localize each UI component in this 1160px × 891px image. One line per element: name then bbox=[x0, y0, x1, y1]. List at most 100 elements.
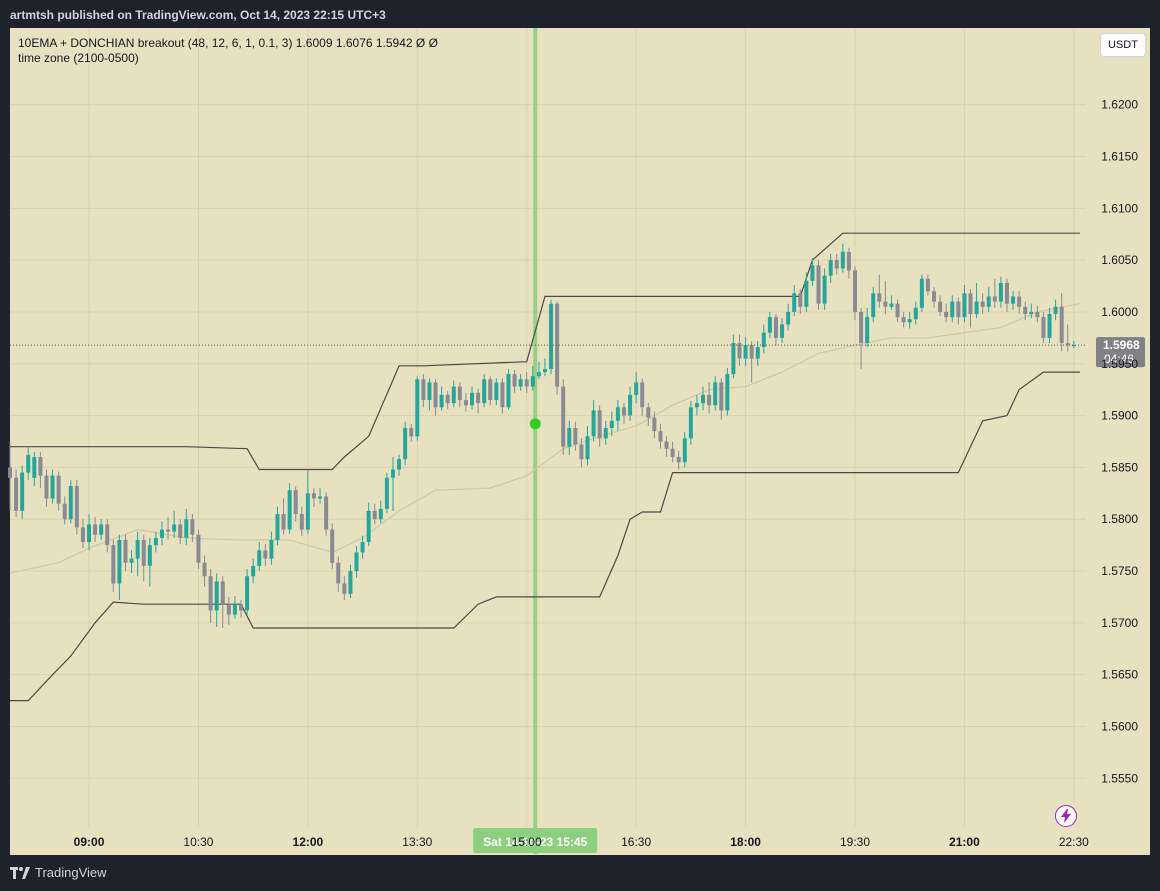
candle-body bbox=[99, 524, 104, 535]
y-tick-label: 1.5900 bbox=[1101, 409, 1138, 423]
candle-up bbox=[761, 324, 766, 354]
x-tick-label: 13:30 bbox=[402, 835, 432, 849]
candle-body bbox=[701, 394, 706, 404]
candle-body bbox=[992, 296, 997, 302]
candle-down bbox=[676, 450, 681, 470]
candle-down bbox=[1035, 305, 1040, 323]
candle-down bbox=[196, 529, 201, 569]
candle-body bbox=[1047, 314, 1052, 338]
chart-area[interactable] bbox=[10, 28, 1150, 855]
candle-body bbox=[950, 301, 955, 318]
candle-body bbox=[773, 317, 778, 338]
candle-body bbox=[105, 524, 110, 546]
candle-body bbox=[974, 301, 979, 315]
candle-up bbox=[549, 299, 554, 375]
candle-body bbox=[865, 317, 870, 344]
candle-up bbox=[615, 400, 620, 432]
candle-up bbox=[889, 295, 894, 310]
candle-up bbox=[998, 276, 1003, 308]
candle-body bbox=[737, 343, 742, 359]
candle-down bbox=[652, 411, 657, 439]
candle-up bbox=[950, 295, 955, 323]
candle-down bbox=[992, 278, 997, 308]
candle-down bbox=[62, 496, 67, 525]
candle-up bbox=[506, 368, 511, 410]
last-price-tag bbox=[1096, 337, 1145, 368]
candle-body bbox=[913, 307, 918, 320]
candle-body bbox=[573, 428, 578, 445]
candle-body bbox=[652, 417, 657, 432]
candle-down bbox=[293, 486, 298, 522]
candle-body bbox=[640, 382, 645, 408]
candle-body bbox=[184, 519, 189, 538]
candle-up bbox=[87, 514, 92, 551]
publish-header: artmtsh published on TradingView.com, Oc… bbox=[0, 0, 1160, 28]
x-tick-label: 16:30 bbox=[621, 835, 651, 849]
candle-body bbox=[944, 311, 949, 318]
candle-body bbox=[694, 403, 699, 408]
candle-body bbox=[457, 386, 462, 401]
grid bbox=[10, 28, 1086, 827]
candle-up bbox=[470, 386, 475, 410]
candle-down bbox=[226, 596, 231, 625]
candle-down bbox=[749, 340, 754, 383]
candle-up bbox=[780, 318, 785, 344]
candle-up bbox=[415, 376, 420, 441]
candle-body bbox=[275, 514, 280, 540]
candle-body bbox=[609, 420, 614, 429]
candle-up bbox=[634, 372, 639, 404]
candle-up bbox=[792, 285, 797, 317]
candle-down bbox=[202, 555, 207, 587]
candle-up bbox=[682, 432, 687, 468]
candle-body bbox=[445, 394, 450, 404]
study-legend-line[interactable]: 10EMA + DONCHIAN breakout (48, 12, 6, 1,… bbox=[18, 36, 438, 50]
candle-body bbox=[786, 311, 791, 325]
candle-down bbox=[8, 441, 12, 511]
candle-up bbox=[147, 537, 152, 587]
candle-body bbox=[50, 475, 55, 499]
candle-body bbox=[409, 428, 414, 437]
candle-body bbox=[895, 303, 900, 318]
lightning-bolt-icon[interactable] bbox=[1055, 805, 1077, 827]
candle-down bbox=[281, 498, 286, 535]
x-tick-label: 22:30 bbox=[1059, 835, 1089, 849]
candle-body bbox=[889, 303, 894, 307]
candle-body bbox=[761, 332, 766, 348]
candle-up bbox=[694, 394, 699, 416]
candle-body bbox=[354, 552, 359, 572]
candle-body bbox=[44, 475, 49, 499]
crosshair-time-tag bbox=[473, 828, 598, 853]
session-legend-line[interactable]: time zone (2100-0500) bbox=[18, 51, 139, 65]
y-tick-label: 1.5800 bbox=[1101, 512, 1138, 526]
candle-down bbox=[512, 369, 517, 393]
candle-up bbox=[919, 274, 924, 312]
indicator-legend[interactable]: 10EMA + DONCHIAN breakout (48, 12, 6, 1,… bbox=[18, 36, 438, 66]
candle-up bbox=[530, 365, 535, 391]
candle-body bbox=[147, 545, 152, 566]
candle-up bbox=[129, 550, 134, 574]
candle-body bbox=[56, 475, 61, 504]
candle-body bbox=[506, 374, 511, 408]
candle-down bbox=[846, 247, 851, 279]
axes: 1.5550 1.5600 1.5650 1.5700 1.5750 1.5800 1.58… bbox=[74, 98, 1139, 849]
candle-body bbox=[816, 265, 821, 304]
candle-body bbox=[415, 379, 420, 437]
candle-body bbox=[962, 293, 967, 318]
candle-body bbox=[542, 368, 547, 373]
candle-down bbox=[883, 280, 888, 315]
candle-body bbox=[743, 345, 748, 359]
candle-body bbox=[1071, 345, 1076, 347]
candle-down bbox=[956, 297, 961, 325]
candle-down bbox=[925, 274, 930, 296]
currency-button[interactable]: USDT bbox=[1100, 33, 1146, 57]
candle-body bbox=[1004, 282, 1009, 304]
candle-body bbox=[998, 282, 1003, 302]
candle-body bbox=[713, 382, 718, 406]
tradingview-logo[interactable]: TradingView bbox=[10, 865, 107, 880]
candle-up bbox=[366, 502, 371, 547]
candle-down bbox=[190, 514, 195, 543]
candle-body bbox=[324, 496, 329, 530]
candle-body bbox=[561, 386, 566, 447]
candle-body bbox=[725, 374, 730, 411]
